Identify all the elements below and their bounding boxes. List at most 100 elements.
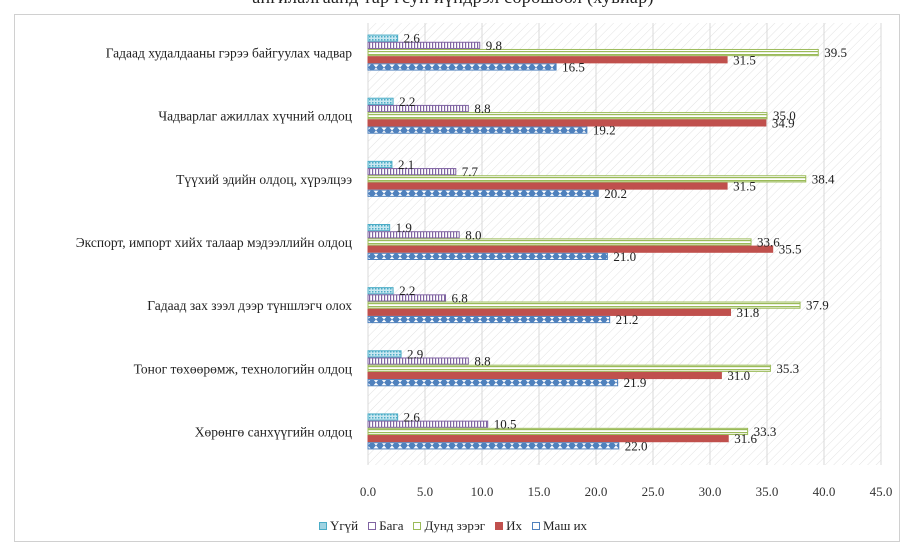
bar — [367, 231, 460, 239]
data-label: 1.9 — [396, 220, 412, 235]
category-labels: Гадаад худалдааны гэрээ байгуулах чадвар… — [76, 46, 353, 440]
bar — [367, 189, 599, 197]
data-label: 35.0 — [773, 108, 796, 123]
x-tick-labels: 0.0 5.0 10.0 15.0 20.0 25.0 30.0 35.0 40.0 45.0 — [360, 484, 893, 499]
data-label: 8.8 — [474, 101, 490, 116]
x-tick-label: 0.0 — [360, 484, 376, 499]
category-label: Хөрөнгө санхүүгийн олдоц — [195, 424, 352, 439]
data-label: 20.2 — [604, 186, 627, 201]
bar — [367, 119, 767, 127]
data-label: 33.3 — [754, 424, 777, 439]
data-label: 2.6 — [404, 31, 421, 46]
bar — [367, 224, 391, 232]
category-label: Чадварлаг ажиллах хүчний олдоц — [158, 109, 352, 124]
legend-label: Үгүй — [329, 518, 359, 533]
bar — [367, 41, 481, 49]
x-tick-label: 20.0 — [585, 484, 608, 499]
bar — [367, 413, 399, 421]
bar — [367, 238, 752, 246]
bar — [367, 435, 729, 443]
bar — [367, 357, 469, 365]
x-tick-label: 35.0 — [756, 484, 779, 499]
bar — [367, 97, 394, 105]
data-label: 8.0 — [465, 227, 481, 242]
data-label: 31.8 — [737, 305, 760, 320]
data-label: 39.5 — [824, 45, 847, 60]
data-label: 34.9 — [772, 115, 795, 130]
data-label: 38.4 — [812, 171, 835, 186]
bar — [367, 301, 801, 309]
x-tick-label: 30.0 — [699, 484, 722, 499]
bar — [367, 252, 608, 261]
legend-swatch — [368, 522, 377, 530]
legend-item: Их — [495, 518, 522, 534]
bar — [367, 160, 393, 169]
legend-swatch — [318, 522, 327, 530]
x-tick-label: 5.0 — [417, 484, 433, 499]
bar — [367, 442, 620, 450]
category-label: Экспорт, импорт хийх талаар мэдээллийн о… — [76, 235, 352, 250]
data-labels: 2.6 9.8 39.5 31.5 16.5 2.2 8.8 35.034.9 19.2 2.1 7… — [396, 31, 847, 454]
bar — [367, 56, 728, 64]
data-label: 33.6 — [757, 235, 780, 250]
data-label: 21.0 — [613, 249, 636, 264]
legend-label: Дунд зэрэг — [424, 518, 486, 533]
legend-label: Маш их — [543, 518, 588, 533]
data-label: 22.0 — [625, 438, 648, 453]
data-label: 6.8 — [452, 290, 468, 305]
bar — [367, 420, 489, 428]
category-label: Түүхий эдийн олдоц, хүрэлцээ — [176, 172, 352, 187]
category-label: Тоног төхөөрөмж, технологийн олдоц — [134, 361, 352, 376]
bar — [367, 287, 394, 295]
bar — [367, 294, 447, 302]
legend-label: Их — [506, 518, 522, 533]
x-tick-label: 45.0 — [870, 484, 893, 499]
data-label: 10.5 — [494, 417, 517, 432]
legend-swatch — [413, 522, 422, 530]
legend-item: Бага — [368, 518, 403, 534]
data-label: 2.6 — [404, 410, 421, 425]
data-label: 2.2 — [399, 94, 415, 109]
bar — [367, 350, 402, 358]
legend-label: Бага — [379, 518, 404, 533]
data-label: 31.0 — [727, 368, 750, 383]
legend-item: Маш их — [532, 518, 587, 534]
data-label: 19.2 — [593, 123, 616, 138]
bar — [367, 34, 399, 42]
bar — [367, 175, 807, 183]
bar — [367, 63, 557, 71]
data-label: 35.5 — [779, 242, 802, 257]
bar — [367, 104, 469, 113]
chart-title: ангилалгаанд тар гсун иүндрэл сорошоол (… — [0, 0, 906, 8]
data-label: 37.9 — [806, 298, 829, 313]
data-label: 9.8 — [486, 38, 502, 53]
legend-item: Дунд зэрэг — [413, 518, 485, 534]
category-label: Гадаад худалдааны гэрээ байгуулах чадвар — [106, 46, 353, 61]
bar — [367, 168, 457, 176]
legend-swatch — [495, 522, 504, 530]
data-label: 8.8 — [474, 354, 490, 369]
bar — [367, 182, 728, 190]
data-label: 2.2 — [399, 283, 415, 298]
x-tick-label: 25.0 — [642, 484, 665, 499]
bar — [367, 245, 774, 253]
x-tick-label: 40.0 — [813, 484, 836, 499]
data-label: 21.2 — [616, 312, 639, 327]
data-label: 21.9 — [624, 375, 647, 390]
bar — [367, 48, 819, 57]
legend: Үгүй Бага Дунд зэрэг Их Маш их — [0, 518, 906, 534]
data-label: 2.9 — [407, 346, 423, 361]
data-label: 31.5 — [733, 52, 756, 67]
bar — [367, 112, 768, 120]
bar — [367, 379, 619, 387]
x-tick-label: 15.0 — [528, 484, 551, 499]
data-label: 31.5 — [733, 179, 756, 194]
bar — [367, 364, 771, 372]
bar — [367, 308, 732, 316]
legend-item: Үгүй — [318, 518, 359, 534]
legend-swatch — [532, 522, 540, 530]
bar — [367, 371, 722, 380]
data-label: 31.6 — [734, 431, 757, 446]
category-label: Гадаад зах зээл дээр түншлэгч олох — [147, 298, 352, 313]
